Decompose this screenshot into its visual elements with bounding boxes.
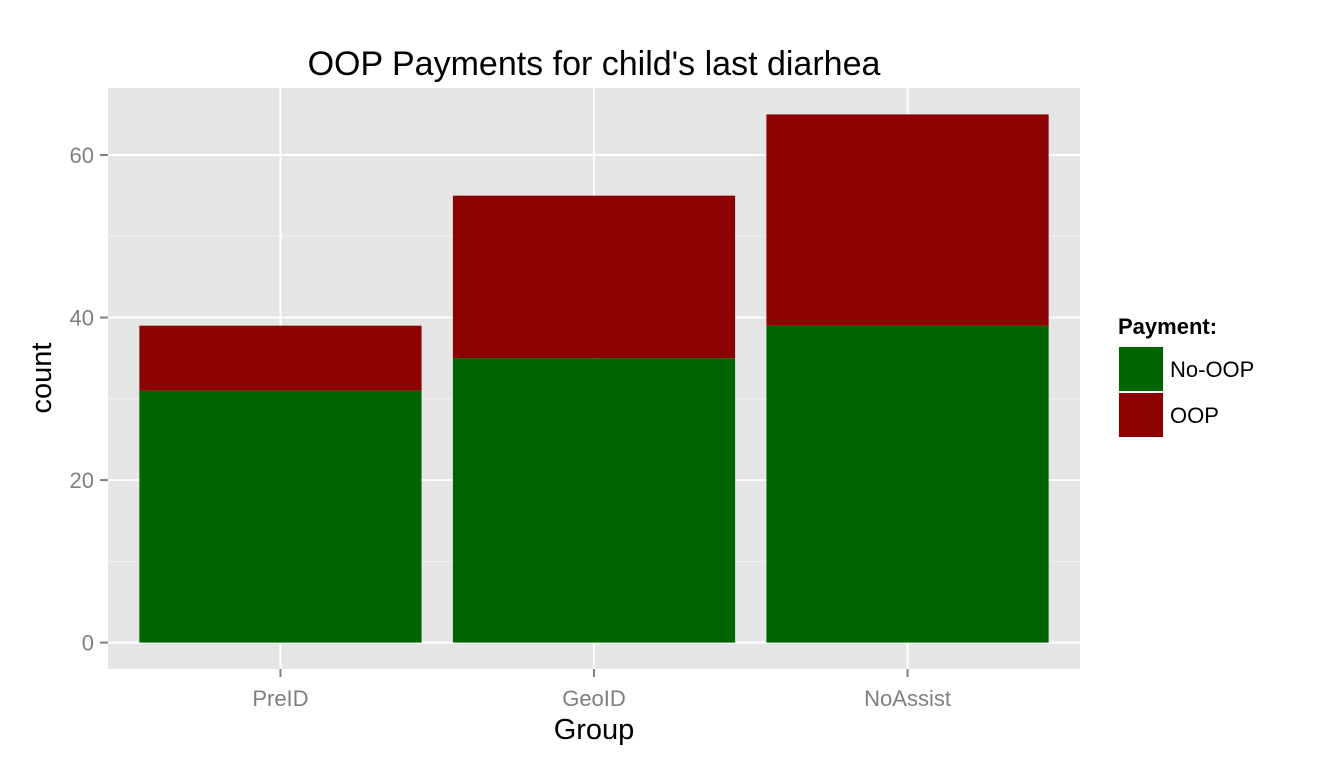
- x-tick-label: PreID: [252, 686, 308, 711]
- x-axis: PreID GeoID NoAssist: [252, 669, 951, 711]
- x-axis-title: Group: [554, 714, 635, 746]
- legend-key-swatch: [1119, 393, 1163, 437]
- legend: Payment: No-OOP OOP: [1117, 314, 1254, 439]
- legend-label: OOP: [1170, 403, 1219, 428]
- y-axis: 0 20 40 60: [70, 143, 108, 656]
- bar-noassist-oop: [766, 114, 1049, 326]
- bars: [139, 114, 1049, 643]
- legend-key-swatch: [1119, 347, 1163, 391]
- y-tick-label: 40: [70, 306, 94, 331]
- x-tick-label: NoAssist: [864, 686, 951, 711]
- y-tick-label: 0: [82, 631, 94, 656]
- bar-preid-oop: [139, 325, 422, 391]
- bar-geoid-oop: [452, 195, 736, 359]
- y-tick-label: 20: [70, 468, 94, 493]
- legend-label: No-OOP: [1170, 357, 1254, 382]
- x-tick-label: GeoID: [562, 686, 626, 711]
- y-axis-title: count: [26, 343, 58, 414]
- y-tick-label: 60: [70, 143, 94, 168]
- bar-noassist-no-oop: [766, 325, 1049, 643]
- bar-preid-no-oop: [139, 390, 422, 643]
- chart-title: OOP Payments for child's last diarhea: [308, 45, 881, 83]
- bar-geoid-no-oop: [452, 358, 736, 643]
- legend-title: Payment:: [1118, 314, 1217, 339]
